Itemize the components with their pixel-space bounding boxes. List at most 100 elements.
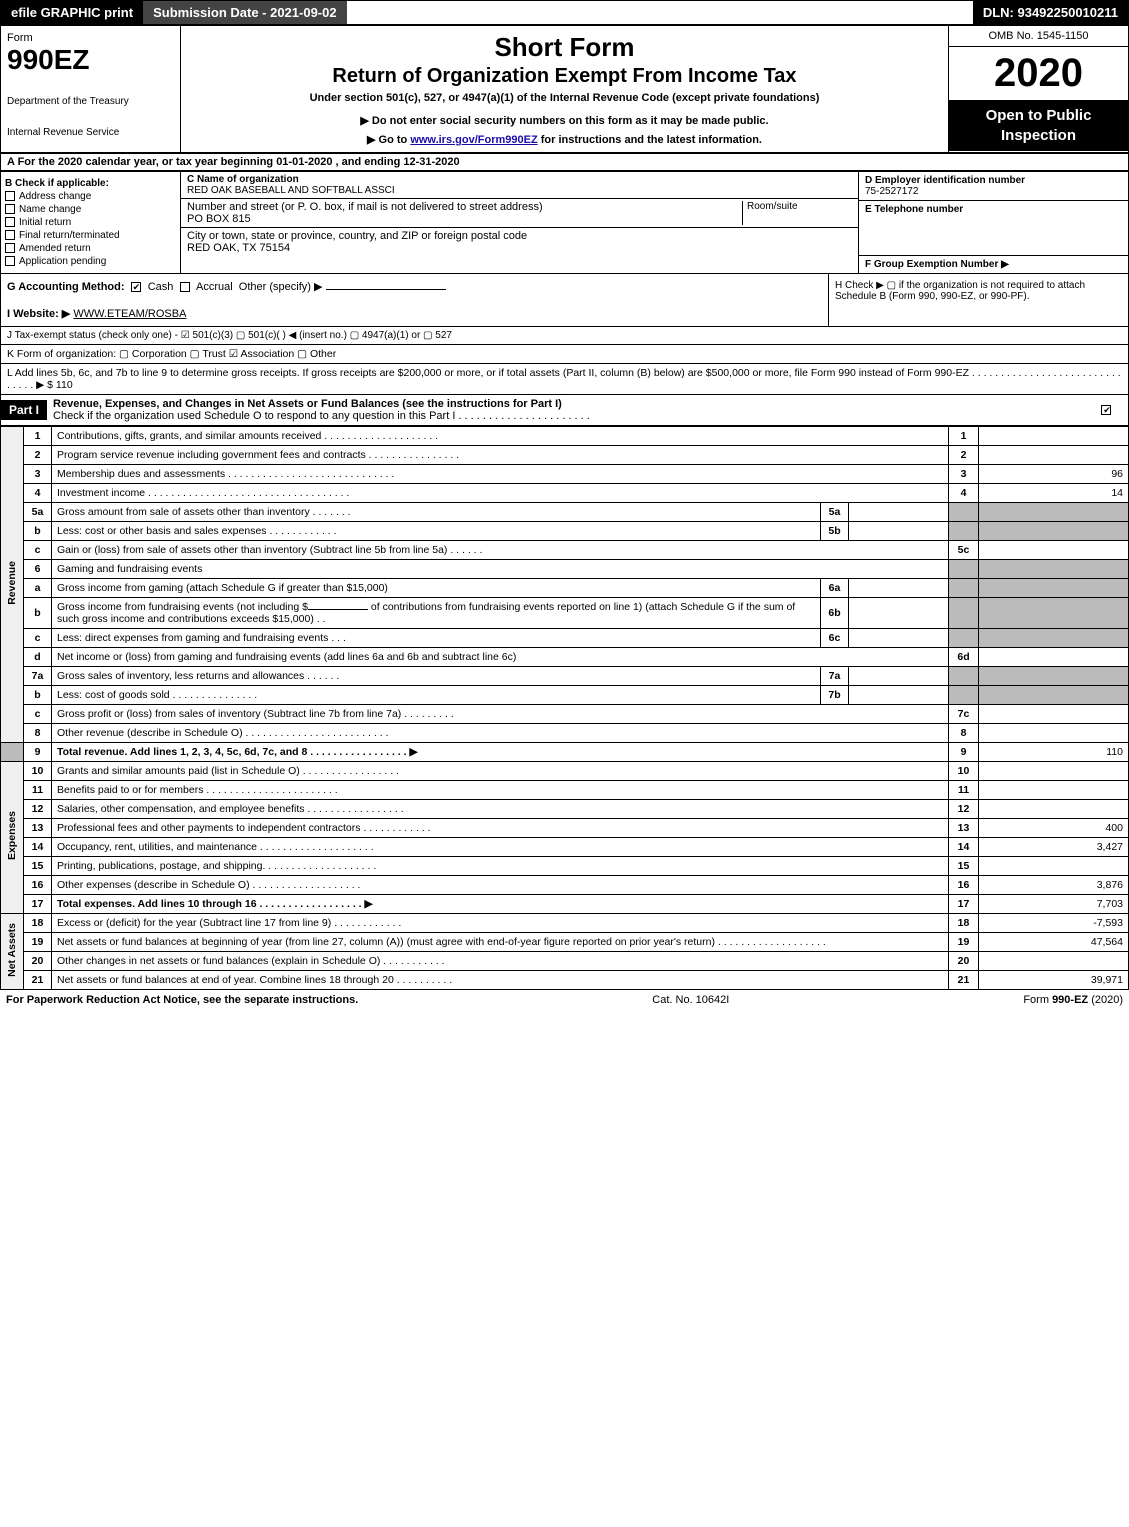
dept-treasury: Department of the Treasury	[7, 96, 174, 107]
part-1-header: Part I Revenue, Expenses, and Changes in…	[0, 395, 1129, 426]
line-num: 5a	[24, 503, 52, 522]
chk-label: Amended return	[19, 243, 91, 254]
header-center: Short Form Return of Organization Exempt…	[181, 26, 948, 152]
section-l: L Add lines 5b, 6c, and 7b to line 9 to …	[0, 364, 1129, 395]
line-col: 1	[949, 427, 979, 446]
line-num: 12	[24, 800, 52, 819]
line-col: 21	[949, 971, 979, 990]
line-amt	[979, 762, 1129, 781]
section-d: D Employer identification number 75-2527…	[859, 172, 1128, 201]
form-header: Form 990EZ Department of the Treasury In…	[0, 25, 1129, 153]
greyed-cell	[949, 686, 979, 705]
greyed-cell	[949, 667, 979, 686]
line-amt: 14	[979, 484, 1129, 503]
other-label: Other (specify) ▶	[239, 281, 323, 293]
line-col: 11	[949, 781, 979, 800]
footer-left: For Paperwork Reduction Act Notice, see …	[6, 994, 358, 1006]
line-amt: -7,593	[979, 914, 1129, 933]
section-f: F Group Exemption Number ▶	[859, 256, 1128, 273]
chk-address-change[interactable]: Address change	[5, 191, 176, 202]
line-col: 9	[949, 743, 979, 762]
line-num: 10	[24, 762, 52, 781]
greyed-cell	[949, 598, 979, 629]
city-value: RED OAK, TX 75154	[187, 242, 852, 254]
footer-right: Form 990-EZ (2020)	[1023, 994, 1123, 1006]
chk-amended-return[interactable]: Amended return	[5, 243, 176, 254]
goto-line: ▶ Go to www.irs.gov/Form990EZ for instru…	[189, 133, 940, 146]
other-specify-input[interactable]	[326, 289, 446, 290]
row-a-tax-year: A For the 2020 calendar year, or tax yea…	[0, 153, 1129, 171]
greyed-cell	[979, 522, 1129, 541]
chk-name-change[interactable]: Name change	[5, 204, 176, 215]
line-col: 2	[949, 446, 979, 465]
efile-print-label[interactable]: efile GRAPHIC print	[1, 1, 143, 24]
ein-value: 75-2527172	[865, 186, 1122, 197]
room-suite-label: Room/suite	[742, 201, 852, 225]
chk-application-pending[interactable]: Application pending	[5, 256, 176, 267]
accrual-label: Accrual	[196, 281, 233, 293]
line-6b-blank[interactable]	[308, 609, 368, 610]
line-desc: Net assets or fund balances at beginning…	[52, 933, 949, 952]
website-label: I Website: ▶	[7, 308, 70, 320]
section-j: J Tax-exempt status (check only one) - ☑…	[0, 327, 1129, 345]
part-1-title: Revenue, Expenses, and Changes in Net As…	[53, 398, 562, 410]
section-gh: G Accounting Method: Cash Accrual Other …	[0, 274, 1129, 327]
line-desc: Excess or (deficit) for the year (Subtra…	[52, 914, 949, 933]
addr-value: PO BOX 815	[187, 213, 742, 225]
cash-label: Cash	[148, 281, 174, 293]
irs-link[interactable]: www.irs.gov/Form990EZ	[410, 134, 537, 146]
line-amt: 96	[979, 465, 1129, 484]
top-bar: efile GRAPHIC print Submission Date - 20…	[0, 0, 1129, 25]
chk-accrual[interactable]	[180, 282, 190, 292]
line-num: 18	[24, 914, 52, 933]
line-col: 10	[949, 762, 979, 781]
greyed-cell	[979, 560, 1129, 579]
line-desc: Gross amount from sale of assets other t…	[52, 503, 821, 522]
group-exemption-label: F Group Exemption Number ▶	[865, 259, 1009, 270]
line-col: 19	[949, 933, 979, 952]
inner-box-value	[849, 579, 949, 598]
line-num: c	[24, 629, 52, 648]
tax-year: 2020	[949, 47, 1128, 100]
line-desc: Other expenses (describe in Schedule O) …	[52, 876, 949, 895]
line-amt: 47,564	[979, 933, 1129, 952]
greyed-cell	[979, 629, 1129, 648]
omb-number: OMB No. 1545-1150	[949, 26, 1128, 47]
inner-box-value	[849, 667, 949, 686]
greyed-cell	[979, 598, 1129, 629]
line-desc: Professional fees and other payments to …	[52, 819, 949, 838]
greyed-cell	[949, 579, 979, 598]
line-amt: 3,876	[979, 876, 1129, 895]
line-num: 17	[24, 895, 52, 914]
header-right: OMB No. 1545-1150 2020 Open to Public In…	[948, 26, 1128, 152]
line-amt	[979, 705, 1129, 724]
line-num: 3	[24, 465, 52, 484]
line-col: 8	[949, 724, 979, 743]
greyed-cell	[949, 560, 979, 579]
line-num: 16	[24, 876, 52, 895]
ssn-warning: ▶ Do not enter social security numbers o…	[189, 114, 940, 127]
chk-label: Name change	[19, 204, 81, 215]
chk-cash[interactable]	[131, 282, 141, 292]
line-desc: Less: direct expenses from gaming and fu…	[52, 629, 821, 648]
line-num: b	[24, 522, 52, 541]
greyed-cell	[949, 629, 979, 648]
line-desc: Less: cost or other basis and sales expe…	[52, 522, 821, 541]
line-amt	[979, 952, 1129, 971]
chk-initial-return[interactable]: Initial return	[5, 217, 176, 228]
line-desc: Total expenses. Add lines 10 through 16 …	[52, 895, 949, 914]
line-amt: 400	[979, 819, 1129, 838]
part-1-checkline: Check if the organization used Schedule …	[53, 410, 590, 422]
line-desc: Gross profit or (loss) from sales of inv…	[52, 705, 949, 724]
line-amt	[979, 427, 1129, 446]
city-label: City or town, state or province, country…	[187, 230, 852, 242]
line-num: 14	[24, 838, 52, 857]
line-num: 4	[24, 484, 52, 503]
part-1-label: Part I	[1, 400, 47, 420]
line-num: 7a	[24, 667, 52, 686]
irs-label: Internal Revenue Service	[7, 127, 174, 138]
chk-final-return[interactable]: Final return/terminated	[5, 230, 176, 241]
part-1-checkbox[interactable]	[1088, 404, 1128, 416]
inner-box-label: 5a	[821, 503, 849, 522]
netassets-side-label: Net Assets	[1, 914, 24, 990]
